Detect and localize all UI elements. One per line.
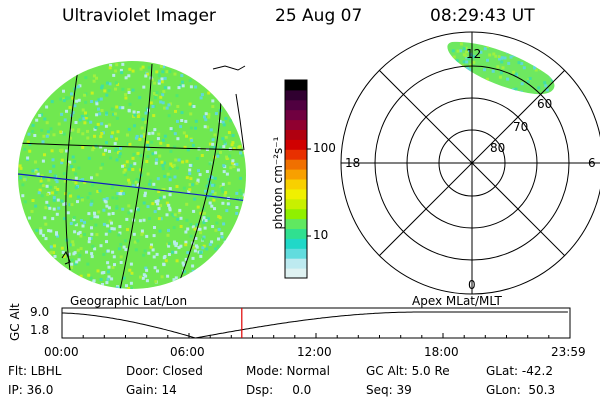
info-gc-alt: GC Alt: 5.0 Re bbox=[366, 364, 450, 378]
timeline-x-label-1: 06:00 bbox=[170, 345, 205, 359]
right-map-caption: Apex MLat/MLT bbox=[412, 294, 502, 308]
lat-label-60: 60 bbox=[537, 97, 553, 111]
timeline-x-label-2: 12:00 bbox=[297, 345, 332, 359]
info-door: Door: Closed bbox=[126, 364, 203, 378]
info-seq: Seq: 39 bbox=[366, 383, 412, 397]
info-ip: IP: 36.0 bbox=[8, 383, 54, 397]
timeline-x-label-4: 23:59 bbox=[551, 345, 586, 359]
instrument-title: Ultraviolet Imager bbox=[62, 6, 216, 26]
timeline-axis-title: GC Alt bbox=[8, 303, 22, 341]
altitude-curve bbox=[62, 311, 568, 339]
altitude-timeline bbox=[61, 307, 571, 339]
colorbar-frame bbox=[284, 79, 308, 279]
colorbar-segment bbox=[285, 119, 307, 130]
left-map-caption: Geographic Lat/Lon bbox=[70, 294, 188, 308]
colorbar-segment bbox=[285, 248, 307, 259]
colorbar-unit-label: photon cm⁻²s⁻¹ bbox=[271, 136, 285, 230]
timeline-x-label-0: 00:00 bbox=[44, 345, 79, 359]
info-mode: Mode: Normal bbox=[246, 364, 330, 378]
colorbar-segment bbox=[285, 129, 307, 140]
equator-line bbox=[18, 173, 246, 202]
mlt-label-6: 6 bbox=[588, 156, 596, 170]
latitude-line-upper bbox=[18, 142, 245, 151]
mlt-line-diag-2 bbox=[379, 70, 565, 256]
info-dsp: Dsp: 0.0 bbox=[246, 383, 312, 397]
colorbar-segment bbox=[285, 159, 307, 170]
colorbar-segment bbox=[285, 109, 307, 121]
lat-label-80: 80 bbox=[490, 141, 506, 155]
colorbar-segment bbox=[285, 208, 307, 220]
colorbar-tick-10: 10 bbox=[313, 228, 329, 242]
colorbar-segment bbox=[285, 179, 307, 190]
colorbar-segment bbox=[285, 258, 307, 269]
mlt-label-18: 18 bbox=[345, 156, 361, 170]
colorbar-segment bbox=[285, 238, 307, 249]
colorbar-segment bbox=[285, 169, 307, 180]
colorbar-segment bbox=[285, 139, 307, 150]
polar-grid bbox=[340, 31, 600, 295]
observation-time: 08:29:43 UT bbox=[430, 6, 535, 26]
timeline-y-label-bottom: 1.8 bbox=[30, 323, 50, 337]
timeline-x-label-3: 18:00 bbox=[424, 345, 459, 359]
colorbar-segment bbox=[285, 198, 307, 210]
mlt-label-12: 12 bbox=[466, 47, 482, 61]
colorbar-segment bbox=[285, 80, 307, 91]
colorbar-segment bbox=[285, 89, 307, 101]
colorbar-segment bbox=[285, 228, 307, 239]
colorbar-segment bbox=[285, 149, 307, 160]
meridian-1 bbox=[65, 61, 81, 271]
observation-date: 25 Aug 07 bbox=[275, 6, 363, 26]
coastline-outlines bbox=[61, 65, 246, 265]
coastline-bottom-left bbox=[61, 250, 71, 265]
lat-label-70: 70 bbox=[513, 120, 529, 134]
colorbar-segment bbox=[285, 218, 307, 229]
colorbar-segment bbox=[285, 99, 307, 111]
timeline-ticks bbox=[61, 333, 571, 338]
info-glat: GLat: -42.2 bbox=[486, 364, 553, 378]
info-filter: Flt: LBHL bbox=[8, 364, 62, 378]
meridian-2 bbox=[119, 63, 153, 289]
color-scale-bar bbox=[284, 79, 311, 279]
coastline-top-right bbox=[212, 65, 246, 71]
geographic-globe bbox=[18, 61, 246, 289]
timeline-y-label-top: 9.0 bbox=[30, 305, 50, 319]
info-glon: GLon: 50.3 bbox=[486, 383, 556, 397]
apex-polar-plot bbox=[340, 31, 600, 295]
colorbar-segment bbox=[285, 188, 307, 200]
colorbar-tick-100: 100 bbox=[313, 141, 336, 155]
coastline-edge-right bbox=[235, 93, 245, 151]
mlt-label-0: 0 bbox=[468, 278, 476, 292]
globe-disk bbox=[18, 61, 246, 289]
colorbar-segment bbox=[285, 268, 307, 279]
info-gain: Gain: 14 bbox=[126, 383, 177, 397]
